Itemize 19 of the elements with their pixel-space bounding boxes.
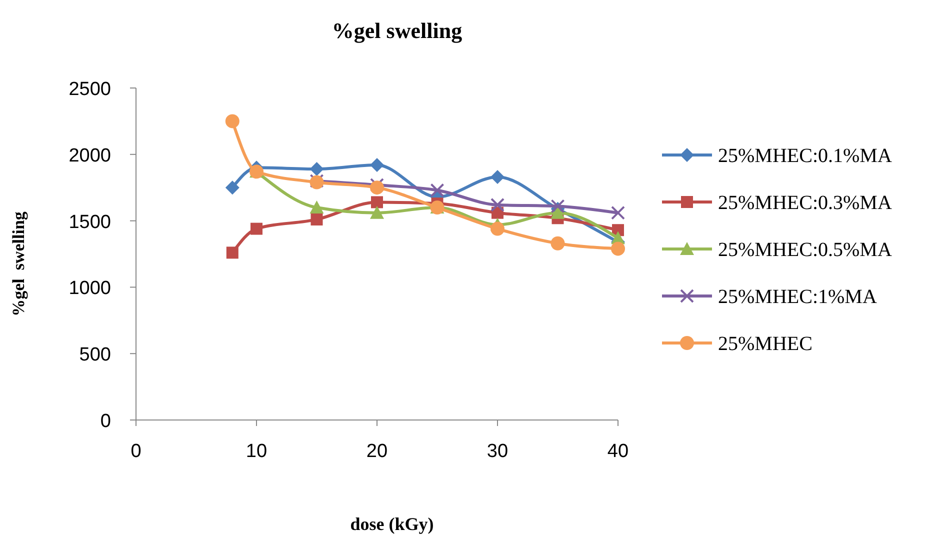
legend-label: 25%MHEC:1%MA xyxy=(718,286,878,308)
y-axis-title: %gel swelling xyxy=(9,211,28,316)
y-tick-label: 500 xyxy=(79,344,111,366)
x-tick-label: 0 xyxy=(130,441,142,462)
x-axis-title: dose (kGy) xyxy=(350,514,434,534)
x-tick-label: 20 xyxy=(366,441,388,462)
x-tick-label: 30 xyxy=(486,441,508,462)
legend-label: 25%MHEC xyxy=(718,333,812,355)
y-tick-label: 2000 xyxy=(68,145,111,166)
y-tick-label: 0 xyxy=(100,411,111,432)
x-tick-label: 40 xyxy=(607,441,629,462)
legend-label: 25%MHEC:0.1%MA xyxy=(718,145,892,167)
x-tick-label: 10 xyxy=(246,441,268,462)
legend-label: 25%MHEC:0.5%MA xyxy=(718,239,892,261)
y-tick-label: 1000 xyxy=(68,278,111,300)
chart-title: %gel swelling xyxy=(332,18,462,43)
y-tick-label: 2500 xyxy=(68,79,111,100)
y-tick-label: 1500 xyxy=(68,212,111,233)
legend-label: 25%MHEC:0.3%MA xyxy=(718,192,892,214)
